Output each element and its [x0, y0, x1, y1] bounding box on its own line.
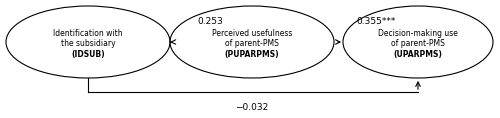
Text: of parent-PMS: of parent-PMS	[391, 40, 445, 48]
Text: −0.032: −0.032	[236, 103, 268, 112]
Text: Decision-making use: Decision-making use	[378, 29, 458, 38]
Text: the subsidiary: the subsidiary	[60, 40, 116, 48]
Text: (IDSUB): (IDSUB)	[71, 51, 105, 59]
Text: (PUPARPMS): (PUPARPMS)	[224, 51, 280, 59]
Text: 0.355***: 0.355***	[356, 17, 396, 27]
Text: Identification with: Identification with	[53, 29, 123, 38]
Text: 0.253: 0.253	[197, 17, 223, 27]
Text: (UPARPMS): (UPARPMS)	[394, 51, 442, 59]
Text: Perceived usefulness: Perceived usefulness	[212, 29, 292, 38]
Text: of parent-PMS: of parent-PMS	[225, 40, 279, 48]
